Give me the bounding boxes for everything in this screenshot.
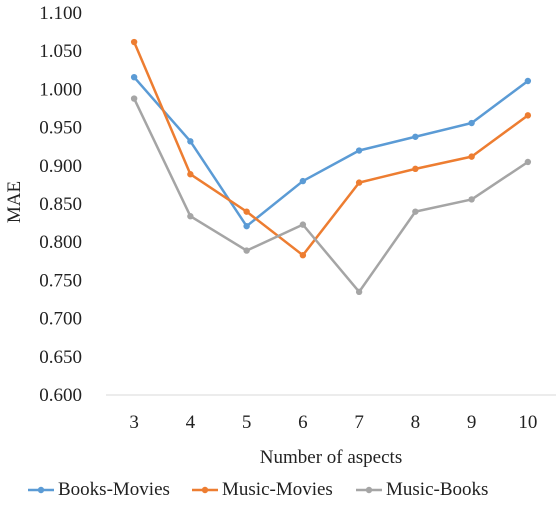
data-point <box>412 133 419 140</box>
legend-label: Books-Movies <box>58 479 170 500</box>
legend-item: Music-Movies <box>192 479 333 500</box>
data-point <box>524 77 532 85</box>
data-point <box>299 251 307 259</box>
legend-label: Music-Movies <box>222 479 333 500</box>
data-point <box>187 213 194 220</box>
series-group <box>130 38 532 296</box>
data-point <box>130 73 138 81</box>
series-line <box>132 40 530 257</box>
data-point <box>243 222 250 230</box>
data-point <box>355 288 363 296</box>
legend-swatch-marker <box>201 486 209 494</box>
y-tick-label: 0.600 <box>39 385 82 406</box>
x-tick-label: 6 <box>298 412 308 433</box>
x-tick-label: 4 <box>186 412 196 433</box>
x-axis-ticks: 3 4 5 6 7 8 9 10 <box>129 412 537 433</box>
legend-item: Music-Books <box>356 479 488 500</box>
y-tick-label: 0.700 <box>39 309 82 330</box>
data-point <box>412 208 419 215</box>
series-line <box>132 75 530 228</box>
legend-swatch-marker <box>37 486 45 494</box>
data-point <box>355 179 363 186</box>
data-point <box>243 208 250 215</box>
data-point <box>355 147 363 154</box>
y-tick-label: 0.750 <box>39 270 82 291</box>
y-tick-label: 1.050 <box>39 41 82 62</box>
data-point <box>524 158 532 166</box>
x-tick-label: 9 <box>467 412 477 433</box>
data-point <box>299 221 307 228</box>
data-point <box>468 119 475 127</box>
series-line <box>132 97 530 294</box>
y-axis-title: MAE <box>4 181 25 223</box>
data-point <box>524 112 532 119</box>
x-tick-label: 8 <box>411 412 421 433</box>
legend-item: Books-Movies <box>28 479 170 500</box>
series-music-movies <box>130 38 532 259</box>
data-point <box>412 165 419 173</box>
y-tick-label: 0.950 <box>39 118 82 139</box>
data-point <box>130 38 138 46</box>
data-point <box>187 138 194 145</box>
x-tick-label: 10 <box>518 412 537 433</box>
legend-swatch-marker <box>365 486 373 494</box>
data-point <box>243 247 250 254</box>
y-tick-label: 0.850 <box>39 194 82 215</box>
data-point <box>187 171 194 178</box>
data-point <box>468 153 475 160</box>
y-tick-label: 0.900 <box>39 156 82 177</box>
x-tick-label: 3 <box>129 412 139 433</box>
y-tick-label: 0.650 <box>39 347 82 368</box>
y-axis-ticks: 0.600 0.650 0.700 0.750 0.800 0.850 0.900 0.950… <box>39 3 82 406</box>
legend: Books-Movies Music-Movies Music-Books <box>28 479 488 500</box>
y-tick-label: 1.100 <box>39 3 82 24</box>
data-point <box>130 95 138 102</box>
y-tick-label: 0.800 <box>39 232 82 253</box>
data-point <box>468 196 475 203</box>
x-tick-label: 5 <box>242 412 252 433</box>
x-axis-title: Number of aspects <box>260 447 402 468</box>
x-tick-label: 7 <box>354 412 364 433</box>
data-point <box>299 177 307 185</box>
series-books-movies <box>130 73 532 230</box>
series-music-books <box>130 95 532 296</box>
legend-label: Music-Books <box>386 479 488 500</box>
y-tick-label: 1.000 <box>39 79 82 100</box>
